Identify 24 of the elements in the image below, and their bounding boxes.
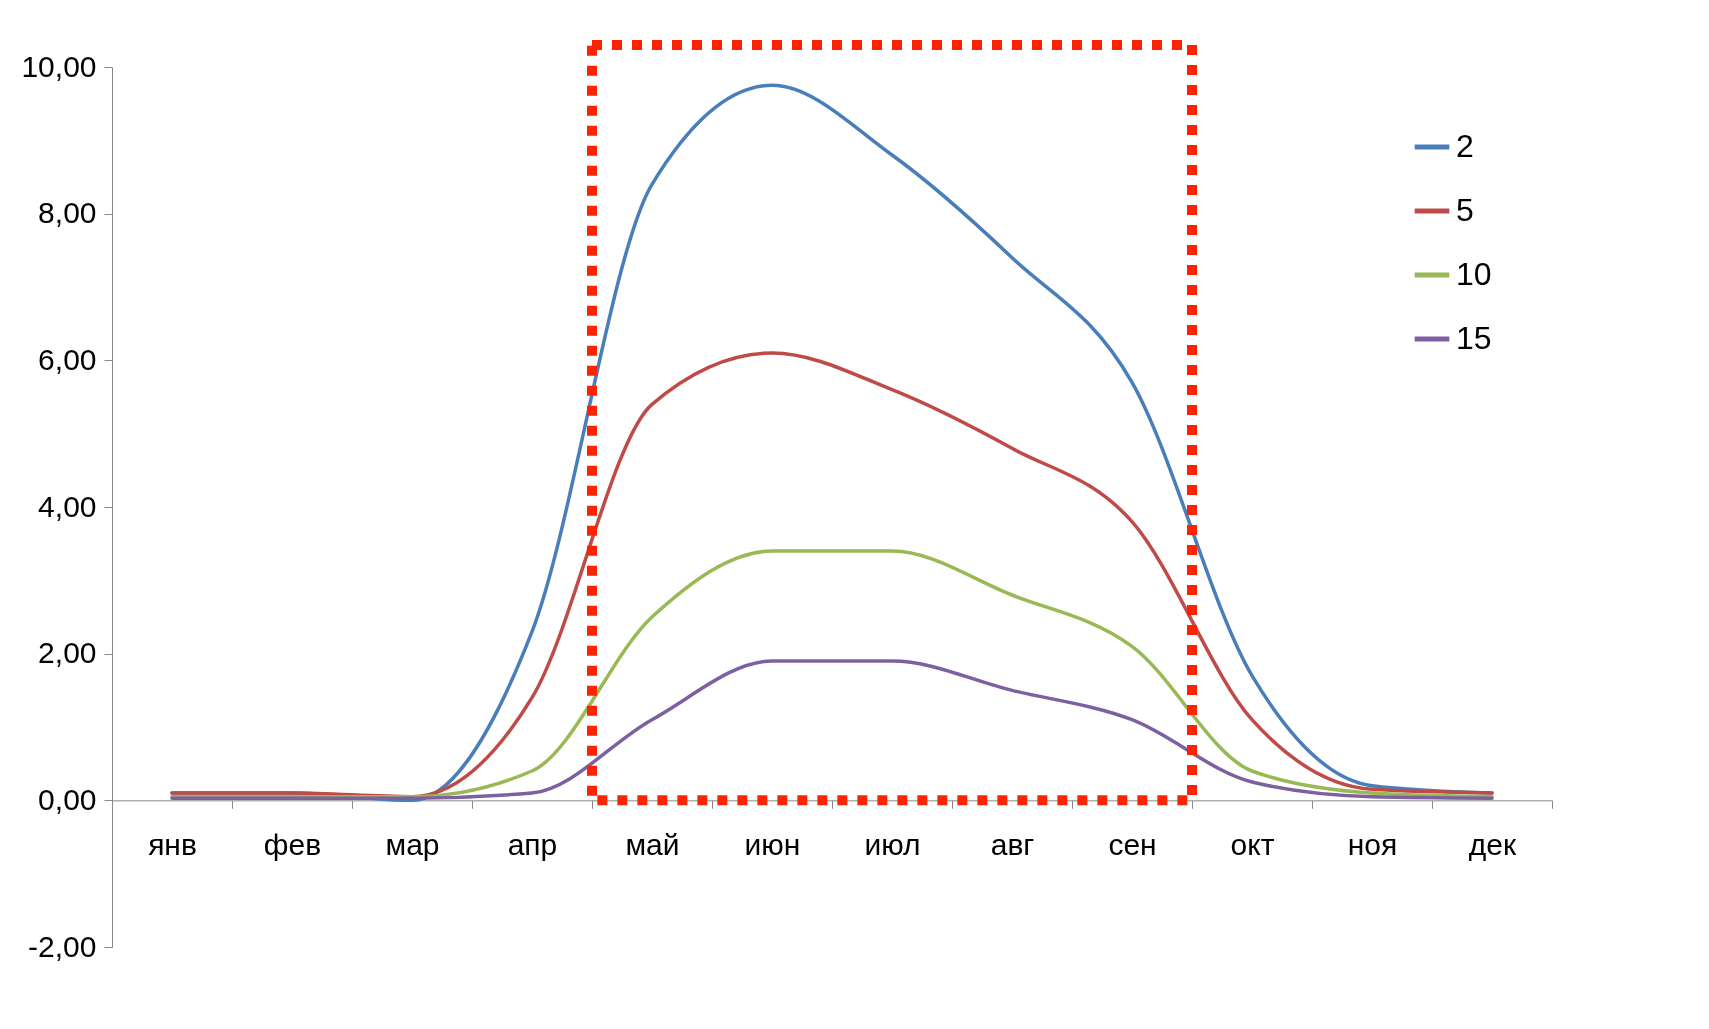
y-tick-label: 4,00: [38, 489, 97, 523]
y-tick-label: 0,00: [38, 782, 97, 816]
x-tick-label: апр: [507, 827, 558, 861]
y-tick-label: 2,00: [38, 636, 97, 670]
y-tick-label: 10,00: [21, 49, 97, 83]
x-tick-label: мар: [385, 827, 440, 861]
y-tick-label: 6,00: [38, 342, 97, 376]
y-tick-label: -2,00: [28, 929, 97, 963]
legend-label: 15: [1456, 320, 1492, 356]
x-tick-label: май: [625, 827, 680, 861]
y-tick-label: 8,00: [38, 196, 97, 230]
line-series: [170, 659, 1494, 800]
x-tick-label: янв: [148, 827, 197, 861]
x-tick-label: сен: [1108, 827, 1157, 861]
legend-label: 5: [1456, 192, 1474, 228]
x-tick-label: июл: [864, 827, 921, 861]
legend-label: 2: [1456, 128, 1474, 164]
x-tick-label: ноя: [1347, 827, 1398, 861]
x-tick-label: окт: [1230, 827, 1275, 861]
x-tick-label: авг: [990, 827, 1035, 861]
x-tick-label: фев: [263, 827, 322, 861]
legend-label: 10: [1456, 256, 1492, 292]
x-tick-label: июн: [744, 827, 801, 861]
x-tick-label: дек: [1468, 827, 1518, 861]
